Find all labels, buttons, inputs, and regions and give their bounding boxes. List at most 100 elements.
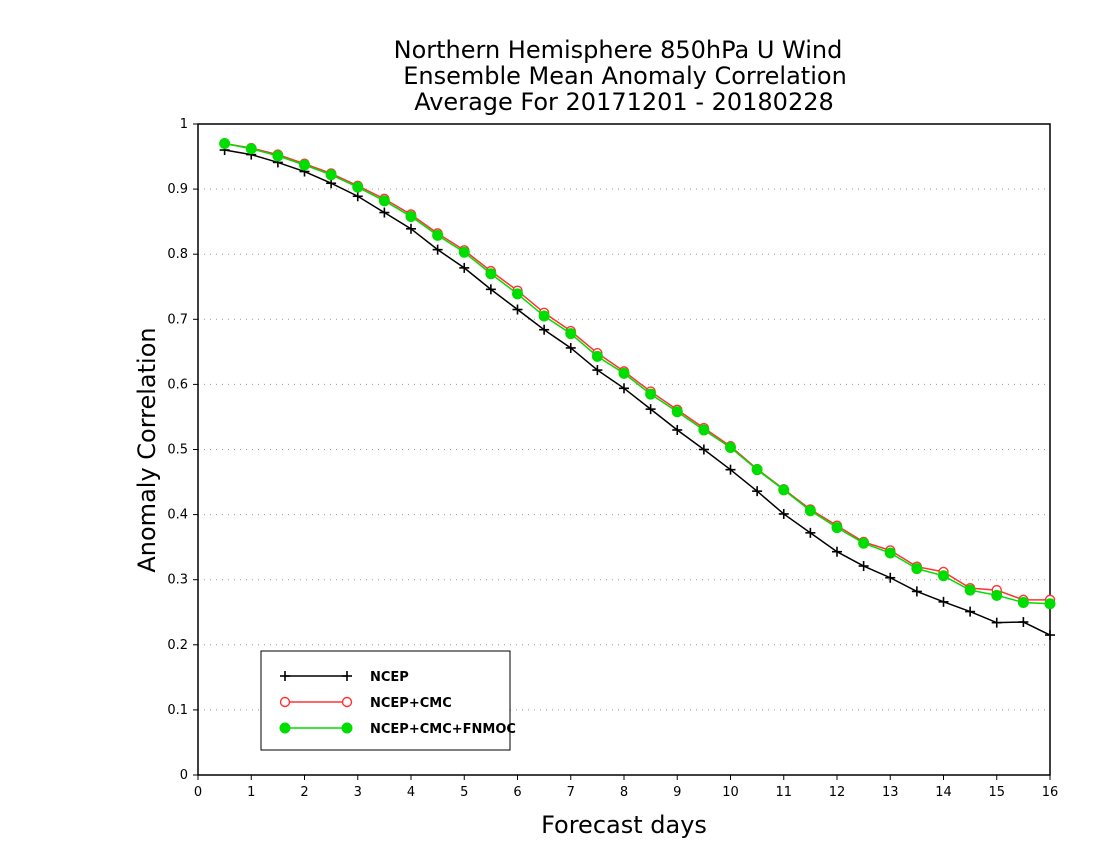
- x-tick-label: 13: [882, 785, 899, 800]
- legend-marker: [342, 671, 352, 681]
- data-point: [805, 527, 816, 538]
- data-point: [804, 505, 816, 517]
- data-point: [458, 246, 470, 258]
- y-tick-label: 0.2: [167, 638, 188, 653]
- x-tick-label: 1: [247, 785, 255, 800]
- data-point: [432, 244, 443, 255]
- legend-marker: [341, 696, 353, 708]
- gridlines: [198, 188, 1050, 711]
- legend-marker: [279, 696, 291, 708]
- series-ncep: [219, 145, 1055, 641]
- data-point: [379, 207, 390, 218]
- y-tick-label: 0.8: [167, 247, 188, 262]
- data-point: [751, 464, 763, 476]
- data-point: [671, 406, 683, 418]
- data-point: [1018, 617, 1029, 628]
- legend-marker: [280, 671, 290, 681]
- legend-entry: NCEP: [280, 670, 409, 685]
- data-point: [831, 522, 843, 534]
- legend-entry: NCEP+CMC: [279, 696, 452, 711]
- legend-entries: NCEP NCEP+CMC NCEP+CMC+FNMOC: [279, 670, 516, 737]
- x-axis-title: Forecast days: [541, 811, 707, 839]
- x-tick-label: 0: [194, 785, 202, 800]
- data-point: [1045, 630, 1055, 641]
- data-point: [885, 572, 896, 583]
- data-point: [832, 546, 842, 557]
- series-layer: [219, 138, 1056, 641]
- data-point: [1044, 598, 1056, 610]
- x-tick-label: 11: [775, 785, 792, 800]
- data-point: [1017, 596, 1029, 608]
- y-tick-label: 1: [180, 117, 188, 132]
- x-tick-label: 14: [935, 785, 952, 800]
- data-point: [565, 342, 576, 353]
- data-point: [485, 284, 496, 295]
- data-point: [938, 596, 949, 607]
- axis-ticks: [193, 123, 1051, 780]
- data-point: [698, 444, 709, 455]
- data-point: [672, 424, 683, 435]
- x-tick-label: 7: [567, 785, 575, 800]
- data-point: [325, 169, 337, 181]
- data-point: [405, 210, 417, 222]
- x-tick-label: 12: [829, 785, 846, 800]
- y-tick-label: 0.6: [167, 377, 188, 392]
- data-point: [858, 537, 870, 549]
- x-tick-label: 15: [988, 785, 1005, 800]
- data-point: [245, 143, 257, 155]
- data-point: [938, 570, 949, 582]
- x-tick-label: 2: [300, 785, 308, 800]
- data-point: [752, 486, 763, 497]
- legend-label: NCEP: [370, 670, 409, 685]
- legend-marker: [341, 722, 353, 734]
- chart-title: Northern Hemisphere 850hPa U Wind Ensemb…: [394, 36, 847, 116]
- y-tick-label: 0.7: [167, 312, 188, 327]
- title-line-1: Northern Hemisphere 850hPa U Wind: [394, 36, 843, 64]
- title-line-3: Average For 20171201 - 20180228: [414, 88, 834, 116]
- x-axis-tick-labels: 0 1 2 3 4 5 6 7 8 9 10 11 12 13 14 15 16: [194, 785, 1058, 800]
- data-point: [618, 367, 630, 379]
- series-line: [224, 142, 1050, 601]
- data-point: [911, 586, 922, 597]
- x-tick-label: 8: [620, 785, 628, 800]
- series-line: [224, 142, 1051, 605]
- data-point: [645, 388, 657, 400]
- data-point: [964, 584, 976, 596]
- legend: NCEP NCEP+CMC NCEP+CMC+FNMOC: [260, 650, 516, 751]
- data-point: [299, 159, 310, 171]
- data-point: [352, 181, 364, 193]
- data-point: [406, 223, 416, 234]
- data-point: [459, 262, 470, 273]
- legend-label: NCEP+CMC+FNMOC: [370, 722, 516, 737]
- data-point: [538, 310, 550, 322]
- y-axis-tick-labels: 0 0.1 0.2 0.3 0.4 0.5 0.6 0.7 0.8 0.9 1: [167, 117, 188, 783]
- y-tick-label: 0.4: [167, 508, 188, 523]
- data-point: [512, 304, 523, 315]
- y-tick-label: 0.9: [167, 182, 188, 197]
- data-point: [619, 383, 629, 394]
- data-point: [884, 547, 896, 559]
- data-point: [592, 365, 603, 376]
- data-point: [352, 191, 363, 202]
- data-point: [378, 195, 390, 207]
- series-line: [224, 149, 1051, 636]
- data-point: [991, 617, 1002, 628]
- x-tick-label: 4: [407, 785, 415, 800]
- y-tick-label: 0.5: [167, 443, 188, 458]
- data-point: [991, 589, 1003, 601]
- x-tick-label: 10: [722, 785, 739, 800]
- data-point: [272, 150, 284, 162]
- series-ncep-cmc: [219, 138, 1056, 606]
- y-tick-label: 0.3: [167, 573, 188, 588]
- data-point: [432, 229, 444, 241]
- data-point: [725, 464, 736, 475]
- y-tick-label: 0: [180, 768, 188, 783]
- x-tick-label: 5: [460, 785, 468, 800]
- data-point: [485, 268, 497, 280]
- legend-marker: [279, 722, 291, 734]
- y-tick-label: 0.1: [167, 703, 188, 718]
- data-point: [512, 288, 523, 300]
- title-line-2: Ensemble Mean Anomaly Correlation: [403, 62, 847, 90]
